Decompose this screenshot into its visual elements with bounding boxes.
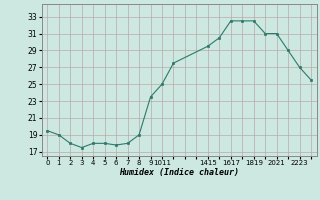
X-axis label: Humidex (Indice chaleur): Humidex (Indice chaleur) bbox=[119, 168, 239, 177]
